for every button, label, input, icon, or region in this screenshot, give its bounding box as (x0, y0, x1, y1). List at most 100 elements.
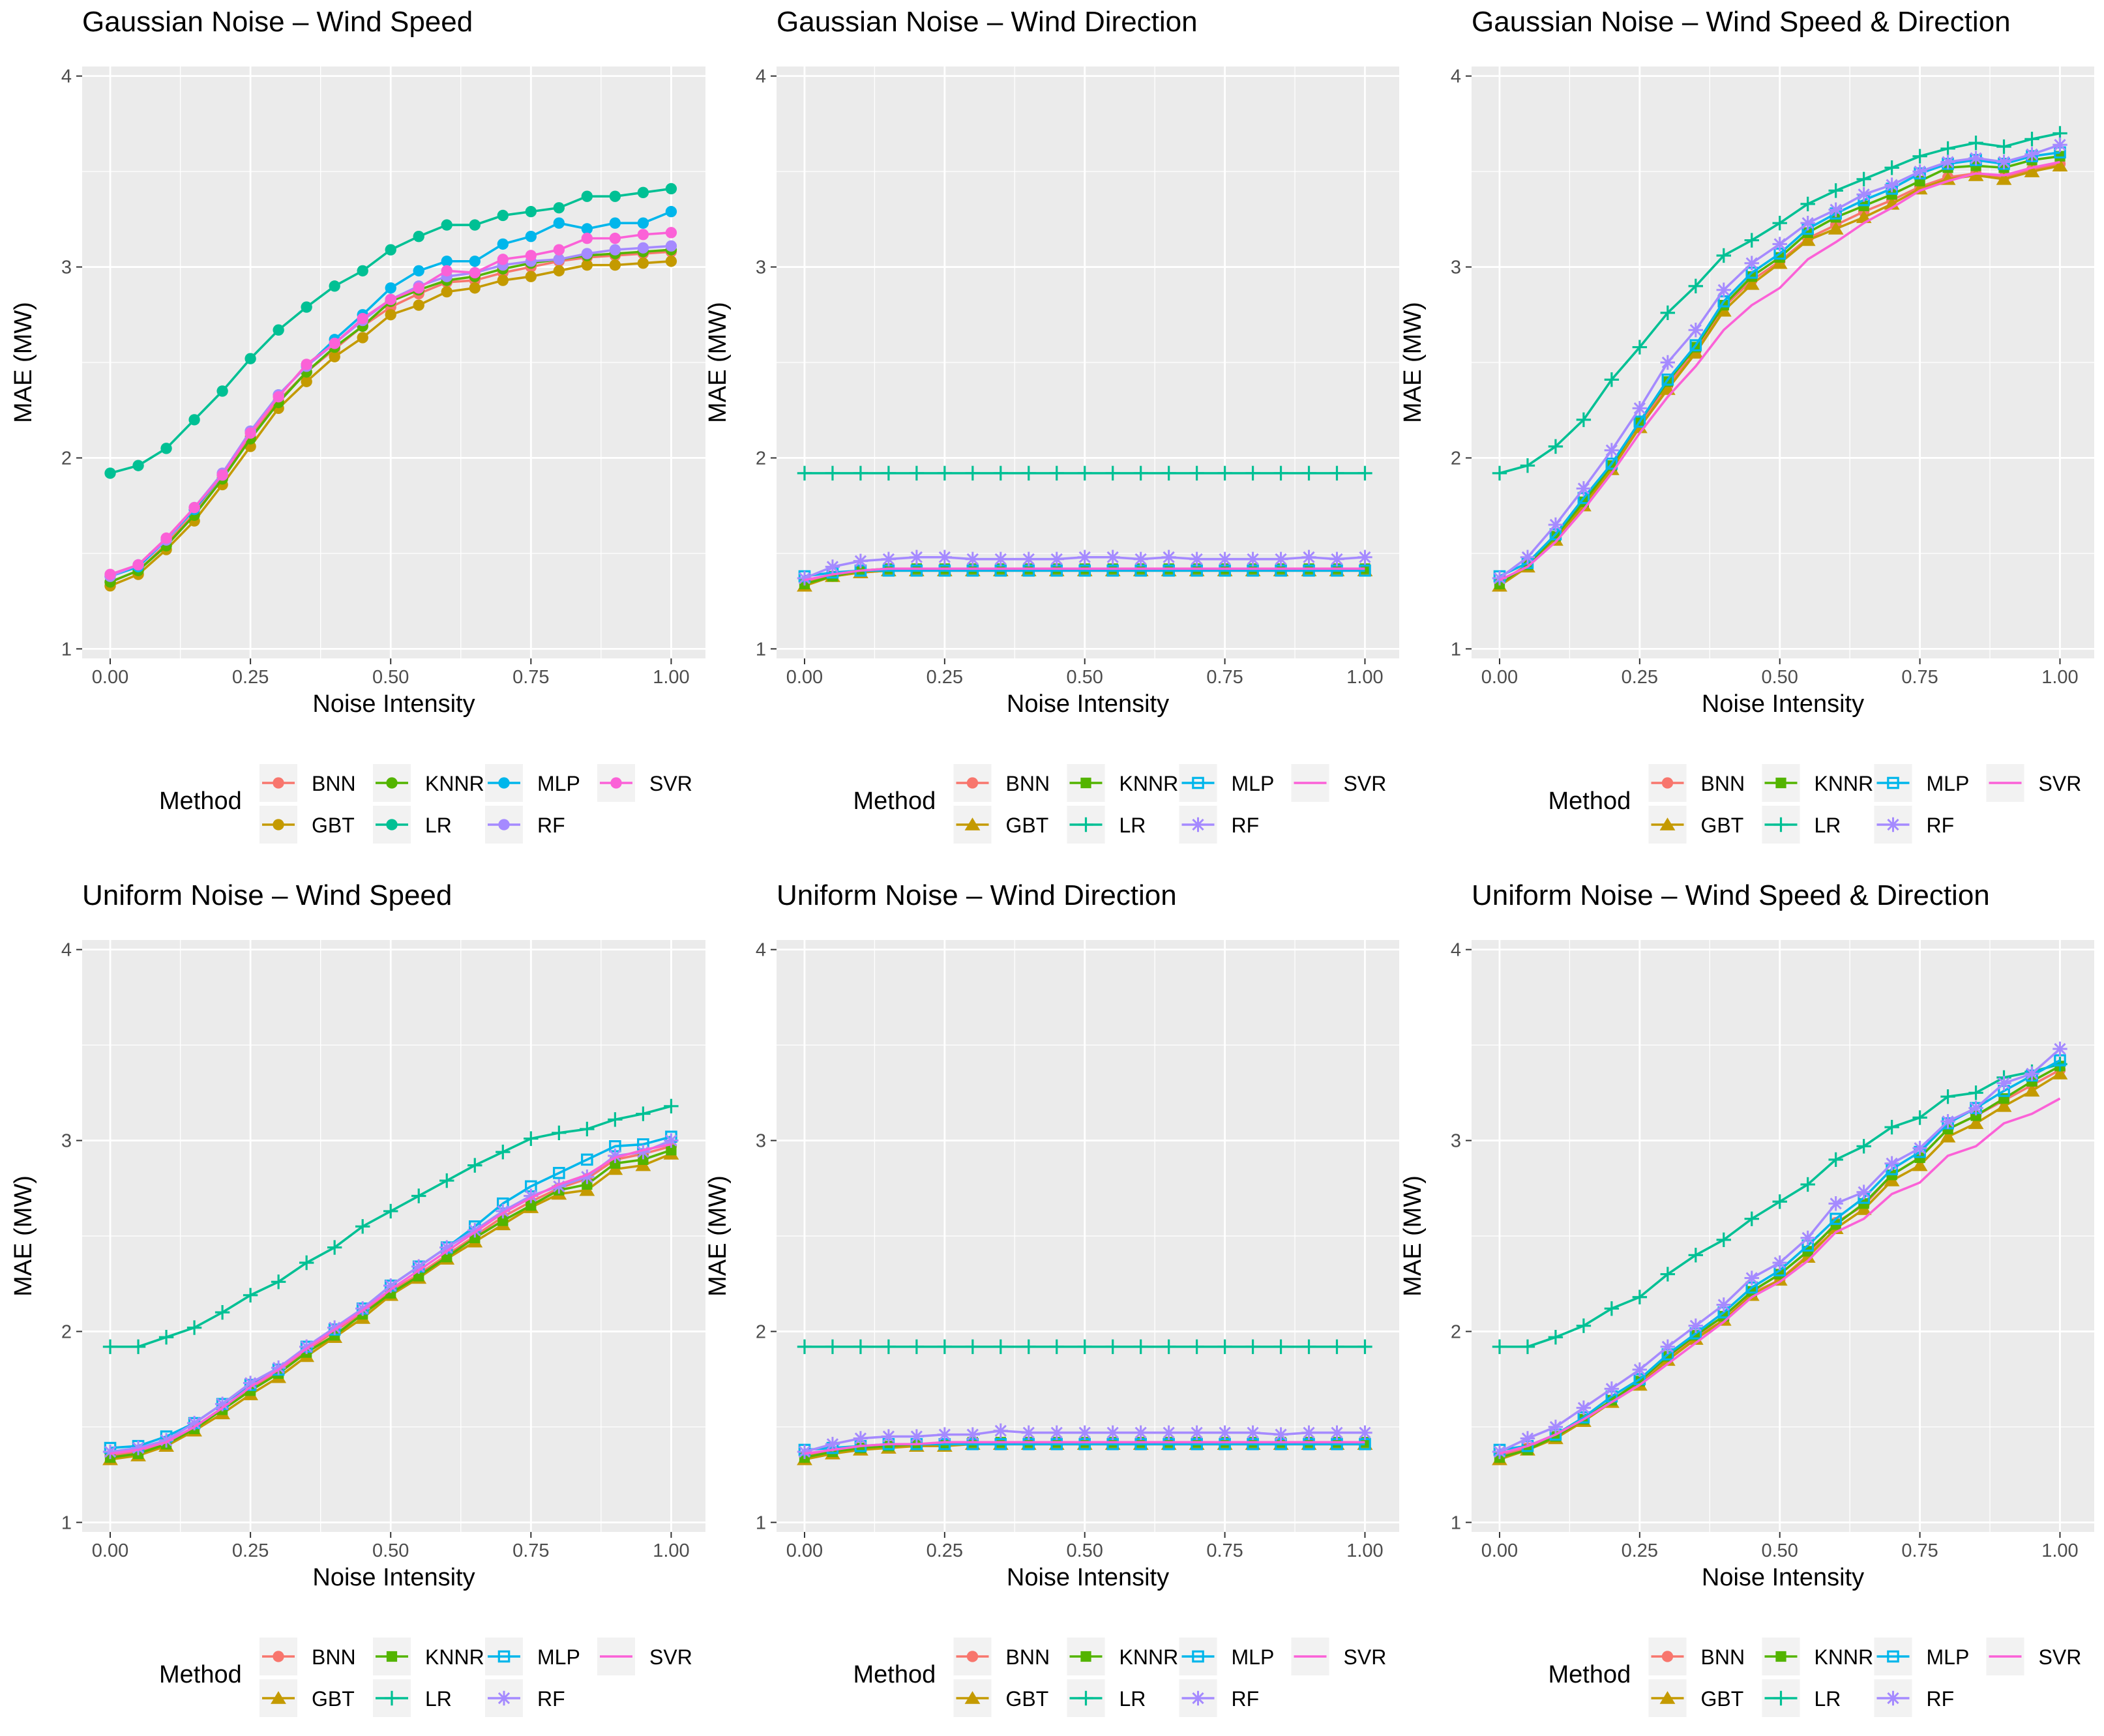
legend-item-svr: SVR (597, 1638, 692, 1675)
data-point (2024, 164, 2040, 177)
data-point (1520, 1339, 1535, 1355)
data-point (1660, 305, 1676, 321)
data-point (637, 257, 649, 269)
data-point (1940, 1089, 1955, 1104)
legend-key-marker (1773, 817, 1788, 832)
data-point (1021, 552, 1036, 566)
data-point (496, 1144, 511, 1160)
x-tick-label: 0.75 (512, 1540, 549, 1561)
data-point (909, 550, 925, 565)
legend-item-mlp: MLP (1874, 1638, 1970, 1675)
series-lr (104, 183, 677, 479)
y-tick-label: 4 (61, 66, 72, 87)
y-tick-label: 3 (756, 257, 766, 278)
data-point (1968, 1116, 1984, 1129)
legend-label: SVR (2039, 1645, 2082, 1669)
data-point (580, 1121, 595, 1137)
legend-label: KNNR (425, 772, 484, 795)
data-point (825, 559, 840, 574)
data-point (2024, 1066, 2039, 1081)
y-tick-label: 3 (1451, 1131, 1461, 1152)
data-point (637, 242, 649, 254)
legend-item-rf: RF (485, 1679, 565, 1717)
data-point (1632, 401, 1648, 416)
chart-title: Uniform Noise – Wind Direction (777, 879, 1177, 911)
data-point (1998, 1093, 2009, 1104)
data-point (357, 332, 368, 344)
data-point (1492, 465, 1507, 481)
legend: Method BNN GBT KNNR LR MLP RF SVR (853, 764, 1386, 844)
data-point (637, 229, 649, 241)
y-tick-label: 1 (756, 1512, 766, 1533)
data-point (1744, 1211, 1759, 1226)
data-point (665, 240, 677, 252)
series-svr (804, 1441, 1365, 1455)
y-tick-label: 3 (756, 1131, 766, 1152)
data-point (1049, 1339, 1064, 1355)
data-point (993, 465, 1008, 481)
data-point (385, 293, 396, 306)
x-axis-title: Noise Intensity (1007, 1564, 1169, 1591)
data-point (1605, 457, 1618, 470)
x-axis-title: Noise Intensity (1702, 690, 1864, 718)
data-point (467, 1223, 482, 1238)
data-point (1996, 154, 2011, 169)
data-point (1245, 1425, 1260, 1440)
data-point (1968, 135, 1983, 151)
data-point (608, 1112, 623, 1127)
legend-key-marker (1887, 776, 1899, 789)
legend-key-marker (964, 817, 981, 831)
data-point (329, 280, 340, 292)
data-point (441, 256, 452, 267)
data-point (609, 217, 621, 229)
series-rf (1492, 1041, 2067, 1460)
legend-label: MLP (1927, 1645, 1970, 1669)
legend-item-knnr: KNNR (373, 1638, 484, 1675)
legend-item-knnr: KNNR (1067, 764, 1178, 802)
series-rf (1492, 137, 2067, 586)
x-axis-title: Noise Intensity (312, 1564, 475, 1591)
x-tick-label: 1.00 (1346, 667, 1383, 688)
data-point (853, 553, 868, 568)
legend-key-marker (386, 819, 398, 831)
data-point (580, 1170, 595, 1184)
legend-label: KNNR (425, 1645, 484, 1669)
data-point (1520, 550, 1535, 565)
legend-key-marker (1192, 1650, 1204, 1663)
legend-title: Method (853, 787, 936, 815)
legend-label: RF (1232, 814, 1260, 837)
chart-title: Uniform Noise – Wind Speed & Direction (1472, 879, 1990, 911)
chart-panel-1: Gaussian Noise – Wind Speed 0.00 0.25 0.50 0… (10, 6, 705, 844)
data-point (1828, 1152, 1843, 1168)
data-point (299, 1339, 314, 1355)
data-point (1968, 1100, 1983, 1115)
data-point (1105, 550, 1120, 565)
data-point (1217, 1425, 1232, 1440)
legend-item-rf: RF (1179, 806, 1260, 844)
data-point (132, 559, 144, 571)
data-point (637, 186, 649, 198)
data-point (2024, 132, 2039, 147)
y-tick-label: 2 (1451, 1321, 1461, 1342)
data-point (327, 1320, 342, 1335)
data-point (1912, 1141, 1927, 1156)
data-point (1828, 183, 1843, 198)
data-point (1996, 139, 2011, 154)
data-point (1106, 564, 1119, 577)
data-point (1884, 177, 1899, 192)
legend-label: BNN (1006, 772, 1050, 795)
data-point (413, 299, 424, 311)
y-tick-label: 2 (61, 1321, 72, 1342)
data-point (1856, 171, 1871, 187)
y-axis-title: MAE (MW) (704, 1175, 732, 1297)
legend-label: KNNR (1815, 772, 1874, 795)
y-tick-label: 1 (61, 639, 72, 660)
data-point (637, 217, 649, 229)
legend-key-marker (1661, 1651, 1674, 1662)
legend-key-marker (966, 777, 979, 789)
x-tick-label: 0.75 (512, 667, 549, 688)
x-tick-label: 0.25 (1622, 667, 1658, 688)
data-point (1884, 1119, 1899, 1135)
chart-title: Gaussian Noise – Wind Direction (777, 6, 1198, 38)
x-tick-label: 0.25 (926, 667, 963, 688)
